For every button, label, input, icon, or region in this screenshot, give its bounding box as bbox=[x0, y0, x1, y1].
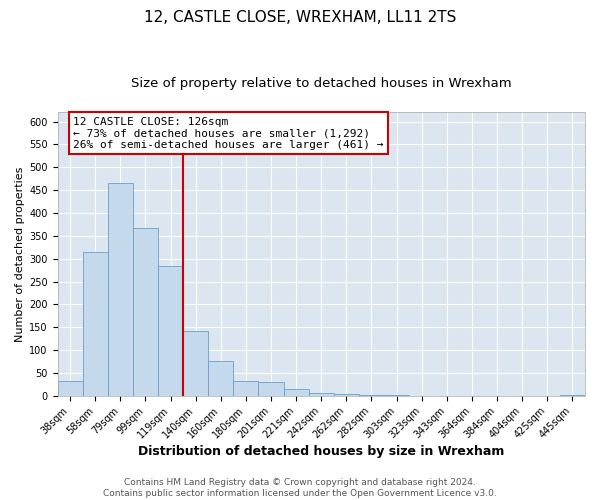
Bar bbox=[58, 381, 83, 396]
Bar bbox=[208, 362, 233, 396]
Bar bbox=[183, 331, 208, 396]
Bar bbox=[233, 381, 259, 396]
Bar bbox=[284, 389, 308, 396]
Bar bbox=[334, 394, 359, 396]
Bar bbox=[83, 252, 108, 396]
Bar bbox=[158, 266, 183, 396]
Bar bbox=[108, 184, 133, 396]
Bar bbox=[259, 382, 284, 396]
Y-axis label: Number of detached properties: Number of detached properties bbox=[15, 166, 25, 342]
Bar bbox=[308, 394, 334, 396]
Bar bbox=[133, 228, 158, 396]
Text: Contains HM Land Registry data © Crown copyright and database right 2024.
Contai: Contains HM Land Registry data © Crown c… bbox=[103, 478, 497, 498]
Bar bbox=[560, 395, 585, 396]
Title: Size of property relative to detached houses in Wrexham: Size of property relative to detached ho… bbox=[131, 78, 512, 90]
Text: 12, CASTLE CLOSE, WREXHAM, LL11 2TS: 12, CASTLE CLOSE, WREXHAM, LL11 2TS bbox=[144, 10, 456, 25]
Text: 12 CASTLE CLOSE: 126sqm
← 73% of detached houses are smaller (1,292)
26% of semi: 12 CASTLE CLOSE: 126sqm ← 73% of detache… bbox=[73, 116, 384, 150]
X-axis label: Distribution of detached houses by size in Wrexham: Distribution of detached houses by size … bbox=[138, 444, 505, 458]
